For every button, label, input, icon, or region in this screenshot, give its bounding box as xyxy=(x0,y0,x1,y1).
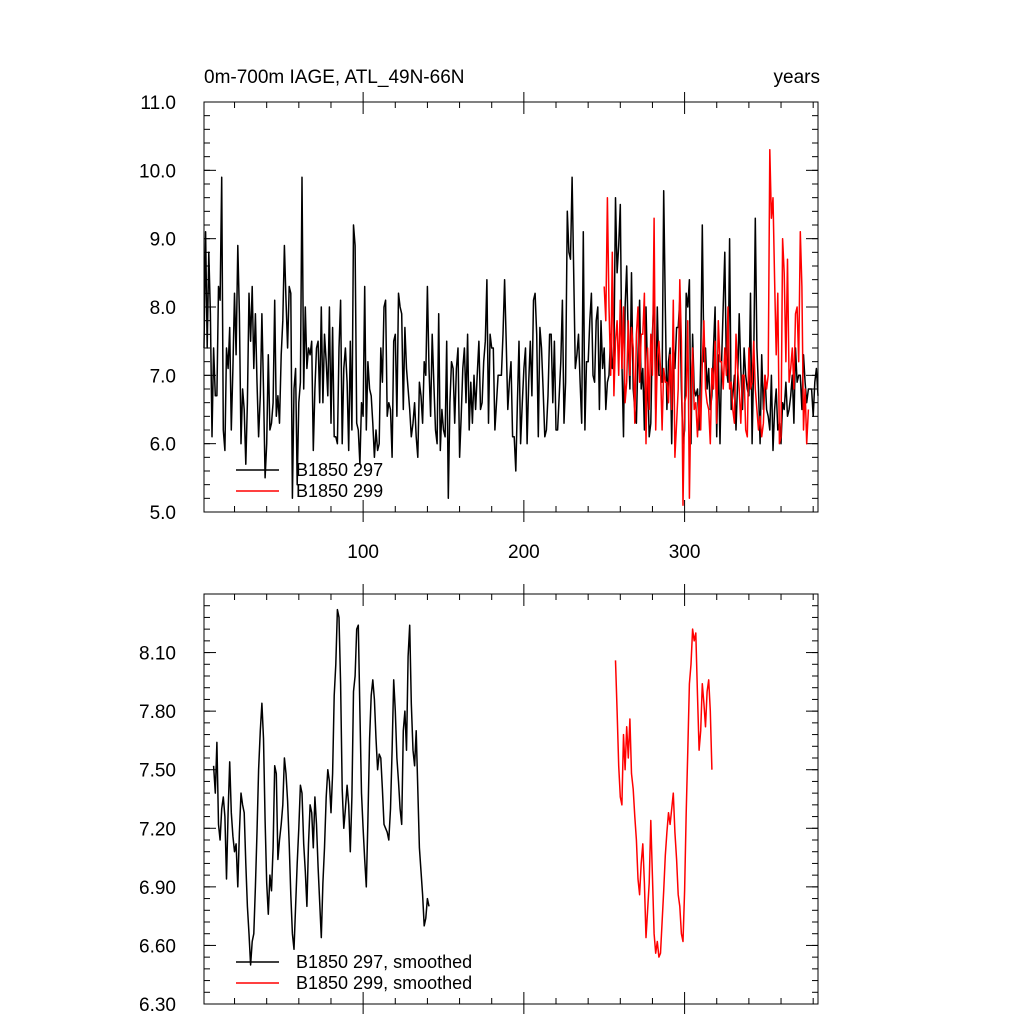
bot-series-line-299 xyxy=(614,628,713,958)
top-legend: B1850 297 B1850 299 xyxy=(236,460,383,501)
bot-ytick-label: 6.60 xyxy=(139,936,176,957)
top-ytick-label: 11.0 xyxy=(140,93,176,114)
top-y-axis: 5.0 6.0 7.0 8.0 9.0 10.0 11.0 xyxy=(139,93,818,524)
bot-ytick-label: 7.50 xyxy=(139,761,176,782)
top-ytick-label: 7.0 xyxy=(150,366,176,387)
top-legend-label-297: B1850 297 xyxy=(296,460,383,480)
top-chart-units: years xyxy=(774,67,820,88)
top-xtick-label: 100 xyxy=(347,542,379,563)
bottom-plot-frame xyxy=(203,593,819,1005)
top-chart-title: 0m-700m IAGE, ATL_49N-66N xyxy=(204,67,464,88)
bottom-series-group xyxy=(212,608,713,966)
bot-series-line-297 xyxy=(212,608,430,966)
bottom-legend-label-297: B1850 297, smoothed xyxy=(296,952,472,972)
top-series-line-299 xyxy=(603,149,810,506)
top-ytick-label: 8.0 xyxy=(150,298,176,319)
top-legend-label-299: B1850 299 xyxy=(296,481,383,501)
bot-ytick-label: 7.20 xyxy=(139,819,176,840)
bot-ytick-label: 6.90 xyxy=(139,878,176,899)
top-ytick-label: 9.0 xyxy=(150,230,176,251)
bottom-y-axis: 6.30 6.60 6.90 7.20 7.50 7.80 8.10 xyxy=(139,644,818,1016)
bottom-minor-ticks xyxy=(204,593,818,1005)
top-panel: 0m-700m IAGE, ATL_49N-66N years 5.0 6.0 7.… xyxy=(139,67,820,563)
bottom-panel: 6.30 6.60 6.90 7.20 7.50 7.80 8.10 B1850 297, … xyxy=(139,584,819,1016)
top-ytick-label: 6.0 xyxy=(150,435,176,456)
top-series-line-297 xyxy=(203,176,819,500)
bottom-legend: B1850 297, smoothed B1850 299, smoothed xyxy=(236,952,472,993)
top-xtick-label: 300 xyxy=(669,542,701,563)
top-ytick-label: 5.0 xyxy=(150,503,176,524)
top-ytick-label: 10.0 xyxy=(139,161,176,182)
bot-ytick-label: 8.10 xyxy=(139,644,176,665)
bot-ytick-label: 6.30 xyxy=(139,995,176,1016)
top-xtick-label: 200 xyxy=(508,542,540,563)
bot-ytick-label: 7.80 xyxy=(139,702,176,723)
top-x-axis: 100 200 300 xyxy=(234,92,814,563)
bottom-legend-label-299: B1850 299, smoothed xyxy=(296,973,472,993)
top-series-group xyxy=(203,149,819,506)
bottom-x-axis xyxy=(234,584,814,1014)
